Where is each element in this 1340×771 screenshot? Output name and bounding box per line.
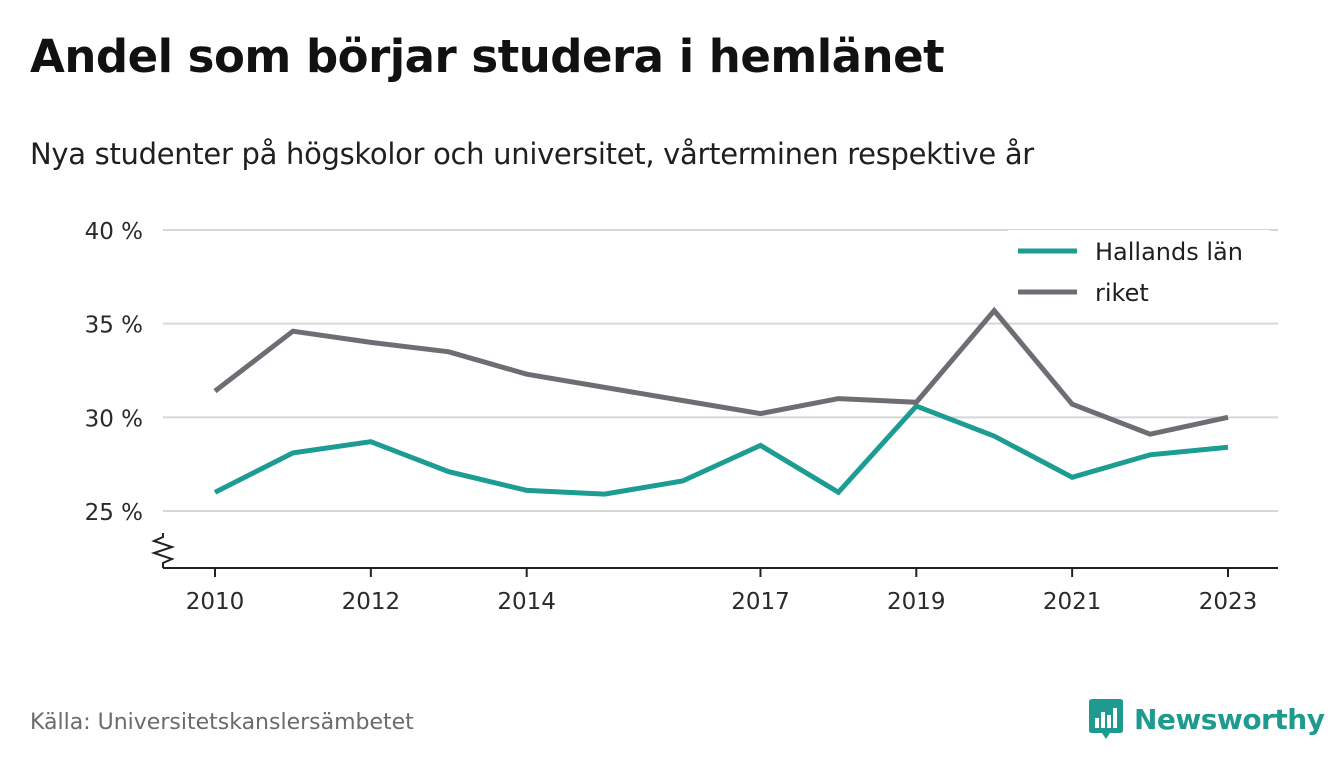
- brand-logo: Newsworthy: [1088, 697, 1325, 741]
- newsworthy-logo-icon: [1089, 699, 1123, 739]
- x-tick-label: 2012: [342, 589, 401, 615]
- y-tick-label: 30 %: [85, 406, 143, 432]
- x-tick-label: 2017: [731, 589, 790, 615]
- x-tick-label: 2010: [186, 589, 245, 615]
- legend-label: riket: [1095, 279, 1149, 307]
- x-tick-label: 2021: [1043, 589, 1102, 615]
- x-tick-label: 2023: [1199, 589, 1258, 615]
- chart-title: Andel som börjar studera i hemlänet: [30, 30, 945, 83]
- y-tick-label: 25 %: [85, 500, 143, 526]
- chart-subtitle: Nya studenter på högskolor och universit…: [30, 137, 1034, 171]
- series-line-hallands-lan: [213, 403, 1229, 497]
- legend-label: Hallands län: [1095, 238, 1243, 266]
- source-note: Källa: Universitetskanslersämbetet: [30, 710, 414, 735]
- legend-box: [1008, 230, 1270, 318]
- axis-break-icon: [150, 533, 176, 568]
- brand-name: Newsworthy: [1134, 702, 1325, 736]
- y-tick-label: 35 %: [85, 313, 143, 339]
- y-tick-label: 40 %: [85, 219, 143, 245]
- x-tick-label: 2019: [887, 589, 946, 615]
- line-chart: 25 % 30 % 35 % 40 % 2010 2012 2014 2017 2019 2021…: [85, 219, 1278, 615]
- series-line-riket: [213, 306, 1229, 437]
- x-tick-label: 2014: [497, 589, 556, 615]
